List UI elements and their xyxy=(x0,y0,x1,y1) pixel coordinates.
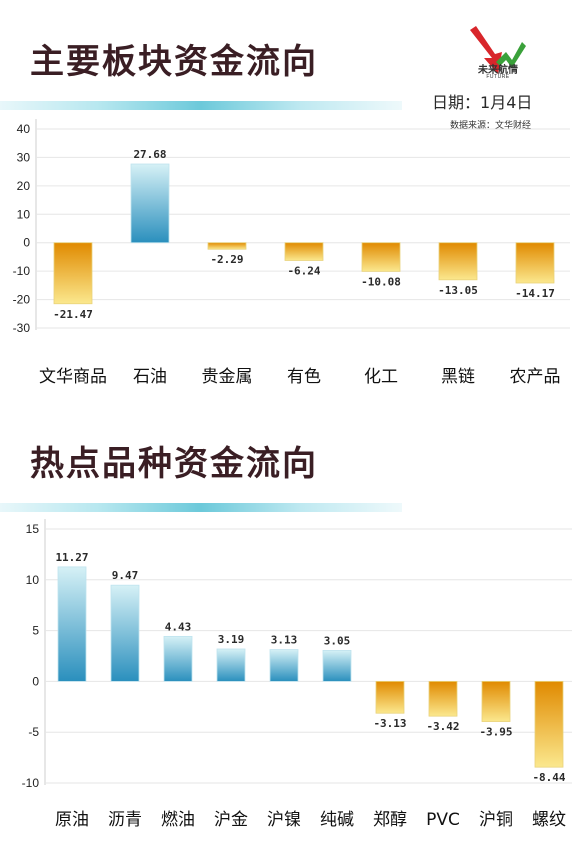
x-category-label: 沥青 xyxy=(108,810,142,830)
bar xyxy=(216,648,246,682)
x-category-label: 黑链 xyxy=(441,367,475,387)
y-tick-label: -10 xyxy=(22,776,40,790)
logo-icon xyxy=(470,26,526,74)
logo-green-check xyxy=(496,42,526,68)
date-line: 日期：1月4日 xyxy=(432,89,532,113)
x-category-label: 文华商品 xyxy=(39,367,107,387)
x-category-label: 沪金 xyxy=(214,810,248,830)
bar xyxy=(163,635,193,682)
data-label: -8.44 xyxy=(532,771,565,784)
y-tick-label: -10 xyxy=(13,264,31,278)
sector-flow-chart: 40 30 20 10 0 -10 -20 -30 -21.47 文华商品 27.68 石油 -2.29… xyxy=(13,119,570,387)
data-label: -10.08 xyxy=(361,275,401,288)
x-category-label: 螺纹 xyxy=(532,810,566,830)
x-category-label: 纯碱 xyxy=(320,810,354,830)
bar xyxy=(361,242,401,272)
data-label: -2.29 xyxy=(210,253,243,266)
bar xyxy=(428,681,458,717)
y-tick-label: 10 xyxy=(26,573,40,587)
bar xyxy=(515,242,555,284)
y-tick-label: -20 xyxy=(13,293,31,307)
x-category-label: 农产品 xyxy=(510,367,561,387)
bar xyxy=(322,650,352,682)
date-value: 1月4日 xyxy=(480,93,533,112)
data-label: 9.47 xyxy=(112,569,139,582)
x-category-label: 贵金属 xyxy=(202,367,253,387)
y-tick-label: 30 xyxy=(17,150,31,164)
bar xyxy=(284,242,324,261)
data-label: -6.24 xyxy=(287,264,320,277)
data-label: 4.43 xyxy=(165,620,192,633)
y-tick-label: 15 xyxy=(26,522,40,536)
bar xyxy=(375,681,405,714)
y-tick-label: 20 xyxy=(17,179,31,193)
title-stripe xyxy=(0,101,402,110)
x-category-label: 沪铜 xyxy=(479,810,513,830)
y-tick-label: 5 xyxy=(32,624,39,638)
x-category-label: 有色 xyxy=(287,367,321,387)
y-tick-label: 40 xyxy=(17,122,31,136)
data-label: -3.13 xyxy=(373,717,406,730)
title-stripe xyxy=(0,503,402,512)
x-category-label: 石油 xyxy=(133,367,167,387)
y-tick-label: -5 xyxy=(28,725,39,739)
bar xyxy=(110,584,140,682)
y-tick-label: 0 xyxy=(32,674,39,688)
data-label: 3.13 xyxy=(271,634,298,647)
x-category-label: 原油 xyxy=(55,810,89,830)
bar xyxy=(130,163,170,244)
logo-red-arrow xyxy=(470,26,502,74)
x-category-label: 化工 xyxy=(364,367,398,387)
data-label: 3.05 xyxy=(324,634,351,647)
date-label: 日期： xyxy=(432,93,481,112)
x-category-label: 郑醇 xyxy=(373,810,407,830)
bar xyxy=(438,242,478,281)
data-label: -3.42 xyxy=(426,720,459,733)
y-tick-label: -30 xyxy=(13,321,31,335)
y-tick-label: 0 xyxy=(23,236,30,250)
logo-subtitle: FUTURE xyxy=(486,74,510,80)
x-category-label: 沪镍 xyxy=(267,810,301,830)
x-category-label: 燃油 xyxy=(161,810,195,830)
bar xyxy=(57,566,87,682)
data-label: -14.17 xyxy=(515,287,555,300)
data-label: -21.47 xyxy=(53,308,93,321)
data-label: -13.05 xyxy=(438,284,478,297)
section1-title: 主要板块资金流向 xyxy=(30,42,318,82)
logo-name: 未来航情 xyxy=(478,65,518,76)
data-label: 27.68 xyxy=(133,148,166,161)
bar xyxy=(207,242,247,250)
section2-title: 热点品种资金流向 xyxy=(30,444,318,484)
data-source: 数据来源：文华财经 xyxy=(450,121,532,131)
y-tick-label: 10 xyxy=(17,207,31,221)
bar xyxy=(534,681,564,768)
data-label: 11.27 xyxy=(55,551,88,564)
bar xyxy=(269,649,299,682)
bar xyxy=(481,681,511,722)
data-label: 3.19 xyxy=(218,633,245,646)
bar xyxy=(53,242,93,305)
x-category-label: PVC xyxy=(426,810,460,830)
data-label: -3.95 xyxy=(479,726,512,739)
